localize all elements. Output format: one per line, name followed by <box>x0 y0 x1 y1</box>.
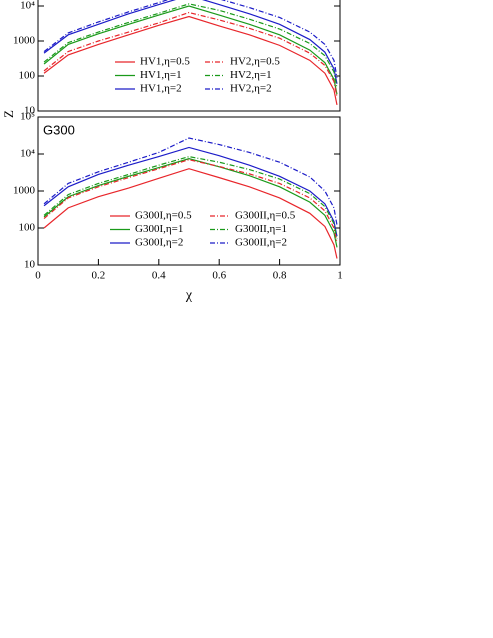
legend-label: G300II,η=0.5 <box>235 210 296 222</box>
legend-label: G300I,η=2 <box>135 237 183 249</box>
panel-label: G300 <box>43 122 75 137</box>
legend-label: HV2,η=0.5 <box>230 56 280 68</box>
legend-label: HV1,η=0.5 <box>140 56 190 68</box>
y-tick-label: 100 <box>19 70 36 82</box>
data-line <box>43 5 338 95</box>
legend-label: G300I,η=0.5 <box>135 210 192 222</box>
x-tick-label: 0.8 <box>273 270 287 282</box>
data-line <box>43 157 338 248</box>
data-line <box>43 146 338 237</box>
data-line <box>43 0 338 78</box>
y-axis-label: Z <box>1 110 16 118</box>
x-axis-label: χ <box>185 288 193 303</box>
y-tick-label: 10 <box>24 105 36 117</box>
y-tick-label: 10⁴ <box>20 148 35 160</box>
y-tick-label: 100 <box>19 222 36 234</box>
legend-label: HV1,η=2 <box>140 83 182 95</box>
data-line <box>43 168 338 259</box>
legend-label: HV2,η=2 <box>230 83 272 95</box>
plot-lines <box>43 137 338 259</box>
x-tick-label: 0.6 <box>212 270 226 282</box>
data-line <box>43 155 338 240</box>
data-line <box>43 15 338 105</box>
y-tick-label: 10 <box>24 259 36 271</box>
data-line <box>43 3 338 89</box>
x-tick-label: 0.4 <box>152 270 166 282</box>
x-tick-label: 0.2 <box>92 270 106 282</box>
legend-label: G300II,η=2 <box>235 237 287 249</box>
data-line <box>43 137 338 226</box>
x-tick-label: 1 <box>337 270 343 282</box>
y-tick-label: 10⁵ <box>20 111 35 123</box>
y-tick-label: 1000 <box>13 185 36 197</box>
plot-lines <box>43 0 338 105</box>
legend-label: G300II,η=1 <box>235 223 287 235</box>
x-tick-label: 0 <box>35 270 41 282</box>
y-tick-label: 10⁴ <box>20 0 35 12</box>
legend-label: HV1,η=1 <box>140 69 182 81</box>
legend-label: HV2,η=1 <box>230 69 272 81</box>
data-line <box>43 11 338 98</box>
y-tick-label: 1000 <box>13 35 36 47</box>
data-line <box>43 0 338 84</box>
data-line <box>43 159 338 243</box>
legend-label: G300I,η=1 <box>135 223 183 235</box>
